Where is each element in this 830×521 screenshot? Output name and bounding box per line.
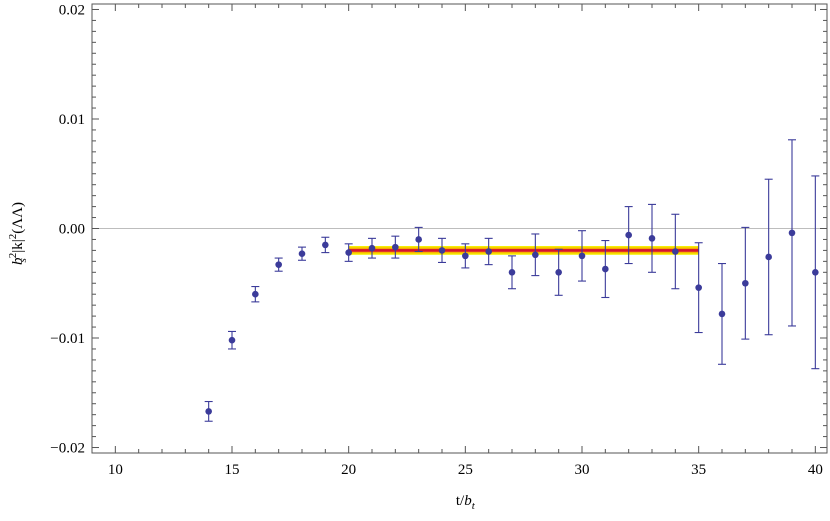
point-marker bbox=[322, 241, 329, 249]
data-point-18 bbox=[298, 246, 306, 261]
data-point-32 bbox=[624, 206, 633, 265]
x-axis-label-text: t/bt bbox=[456, 493, 476, 512]
x-tick-label: 20 bbox=[341, 462, 356, 478]
point-marker bbox=[415, 236, 422, 243]
data-point-19 bbox=[321, 236, 330, 254]
x-axis-ticks: 10 15 20 25 30 35 40 bbox=[108, 4, 823, 478]
x-tick-label: 25 bbox=[458, 462, 473, 478]
point-marker bbox=[252, 290, 259, 298]
point-marker bbox=[788, 229, 796, 237]
x-tick-label: 10 bbox=[108, 462, 123, 478]
point-marker bbox=[742, 279, 749, 287]
y-axis-ticks: −0.02 −0.01 0.00 0.01 0.02 bbox=[50, 2, 827, 457]
point-marker bbox=[555, 269, 562, 276]
data-point-38 bbox=[764, 178, 773, 336]
x-tick-label: 40 bbox=[808, 462, 823, 478]
point-marker bbox=[368, 244, 376, 252]
data-point-39 bbox=[788, 139, 796, 327]
data-point-21 bbox=[368, 237, 376, 259]
point-marker bbox=[648, 235, 656, 242]
data-point-35 bbox=[694, 242, 703, 334]
point-marker bbox=[672, 248, 679, 255]
point-marker bbox=[485, 248, 492, 255]
data-point-24 bbox=[438, 237, 446, 263]
data-point-37 bbox=[741, 226, 750, 340]
point-marker bbox=[345, 249, 352, 256]
x-axis-label: t/bt bbox=[456, 493, 476, 512]
y-tick-label: 0.02 bbox=[59, 2, 85, 18]
y-tick-label: 0.00 bbox=[59, 222, 85, 238]
data-point-40 bbox=[811, 175, 820, 370]
point-marker bbox=[275, 261, 282, 268]
data-point-15 bbox=[228, 330, 236, 350]
data-points bbox=[204, 139, 820, 422]
point-marker bbox=[532, 251, 539, 259]
data-point-20 bbox=[344, 243, 353, 262]
data-point-16 bbox=[251, 285, 260, 303]
y-axis-label: bs2|k|2(ΛΛ) bbox=[7, 202, 29, 265]
point-marker bbox=[718, 310, 726, 318]
x-tick-label: 35 bbox=[691, 462, 706, 478]
data-point-33 bbox=[648, 203, 656, 273]
point-marker bbox=[625, 231, 632, 239]
point-marker bbox=[228, 336, 236, 344]
data-point-25 bbox=[461, 243, 470, 269]
x-tick-label: 15 bbox=[225, 462, 240, 478]
data-point-14 bbox=[204, 400, 213, 422]
data-point-36 bbox=[718, 262, 726, 365]
data-point-31 bbox=[601, 239, 610, 299]
point-marker bbox=[508, 269, 516, 276]
point-marker bbox=[765, 253, 772, 261]
data-point-27 bbox=[508, 255, 516, 290]
point-marker bbox=[462, 252, 469, 260]
data-point-28 bbox=[531, 233, 540, 277]
y-tick-label: −0.01 bbox=[50, 331, 85, 347]
data-point-23 bbox=[414, 226, 423, 253]
y-tick-label: 0.01 bbox=[59, 112, 85, 128]
data-point-26 bbox=[484, 237, 493, 266]
fit-band bbox=[348, 246, 699, 255]
y-tick-label: −0.02 bbox=[50, 441, 85, 457]
data-point-34 bbox=[671, 213, 680, 290]
point-marker bbox=[812, 269, 819, 276]
point-marker bbox=[392, 243, 399, 251]
point-marker bbox=[695, 284, 702, 291]
point-marker bbox=[602, 265, 609, 273]
x-tick-label: 30 bbox=[575, 462, 590, 478]
point-marker bbox=[438, 247, 446, 254]
data-point-22 bbox=[391, 235, 400, 259]
point-marker bbox=[298, 250, 306, 257]
data-point-29 bbox=[554, 248, 563, 296]
point-marker bbox=[205, 408, 212, 415]
y-axis-label-text: bs2|k|2(ΛΛ) bbox=[7, 202, 29, 265]
data-point-17 bbox=[274, 257, 283, 272]
data-point-30 bbox=[578, 230, 586, 282]
point-marker bbox=[578, 252, 586, 260]
